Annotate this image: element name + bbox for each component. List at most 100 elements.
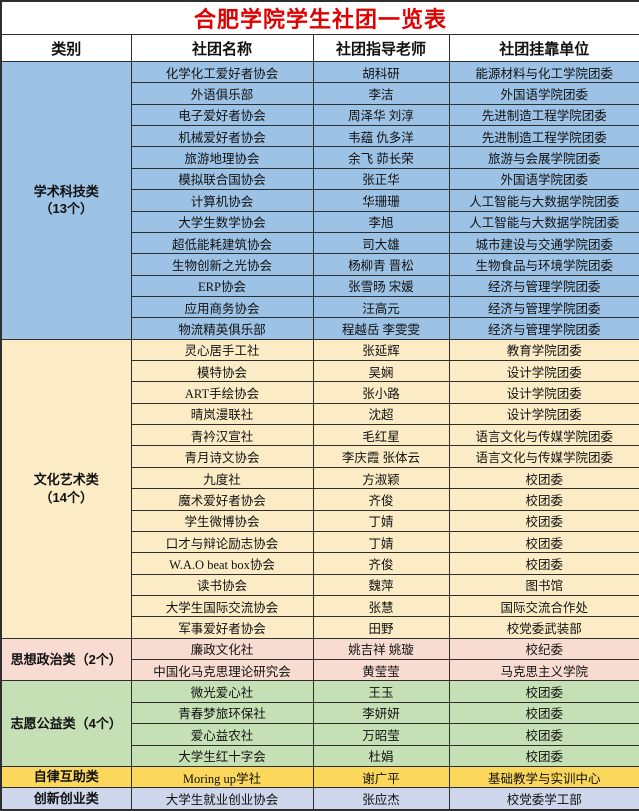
unit-cell: 外国语学院团委 <box>448 82 639 105</box>
club-name-cell: 大学生红十字会 <box>130 744 314 767</box>
table-row: 中国化马克思理论研究会 黄莹莹 马克思主义学院 <box>1 659 639 682</box>
club-name-cell: W.A.O beat box协会 <box>130 552 314 575</box>
unit-cell: 人工智能与大数据学院团委 <box>448 189 639 212</box>
unit-cell: 生物食品与环境学院团委 <box>448 253 639 276</box>
category-cell-0: 学术科技类 （13个） <box>0 61 132 340</box>
table-row: 文化艺术类 （14个） 灵心居手工社 张延辉 教育学院团委 <box>0 338 639 639</box>
column-header-category: 类别 <box>0 34 132 62</box>
advisor-cell: 王玉 <box>312 680 450 703</box>
table-row: 计算机协会 华珊珊 人工智能与大数据学院团委 <box>1 189 639 212</box>
table-row: 大学生数学协会 李旭 人工智能与大数据学院团委 <box>1 210 639 233</box>
category-cell-2: 思想政治类（2个） <box>0 637 132 682</box>
advisor-cell: 丁婧 <box>312 530 450 554</box>
table-row: ERP协会 张雪旸 宋媛 经济与管理学院团委 <box>1 274 639 297</box>
table-row: ART手绘协会 张小路 设计学院团委 <box>1 381 639 404</box>
club-name-cell: 中国化马克思理论研究会 <box>130 659 314 682</box>
advisor-cell: 李妍妍 <box>312 701 450 725</box>
club-name-cell: 青春梦旅环保社 <box>130 701 314 725</box>
unit-cell: 经济与管理学院团委 <box>448 274 639 297</box>
advisor-cell: 张延辉 <box>312 338 450 362</box>
club-name-cell: 廉政文化社 <box>130 637 314 661</box>
advisor-cell: 韦蕴 仇多洋 <box>312 125 450 148</box>
advisor-cell: 吴娴 <box>312 360 450 383</box>
unit-cell: 先进制造工程学院团委 <box>448 103 639 127</box>
table-row: 超低能耗建筑协会 司大雄 城市建设与交通学院团委 <box>1 231 639 255</box>
club-name-cell: 电子爱好者协会 <box>130 103 314 127</box>
club-name-cell: 模特协会 <box>130 360 314 383</box>
table-row: 生物创新之光协会 杨柳青 晋松 生物食品与环境学院团委 <box>1 253 639 276</box>
advisor-cell: 程越岳 李雯雯 <box>312 317 450 340</box>
unit-cell: 能源材料与化工学院团委 <box>448 60 639 84</box>
unit-cell: 图书馆 <box>448 573 639 596</box>
table-row: 大学生红十字会 杜娟 校团委 <box>1 744 639 767</box>
club-name-cell: 超低能耗建筑协会 <box>130 231 314 255</box>
unit-cell: 校团委 <box>448 488 639 511</box>
club-name-cell: 大学生就业创业协会 <box>130 787 314 811</box>
advisor-cell: 丁婧 <box>312 509 450 532</box>
unit-cell: 设计学院团委 <box>448 381 639 404</box>
unit-cell: 城市建设与交通学院团委 <box>448 231 639 255</box>
unit-cell: 经济与管理学院团委 <box>448 317 639 340</box>
table-row: 志愿公益类（4个） 微光爱心社 王玉 校团委 <box>0 680 639 767</box>
advisor-cell: 齐俊 <box>312 488 450 511</box>
table-row: 军事爱好者协会 田野 校党委武装部 <box>1 616 639 639</box>
advisor-cell: 李旭 <box>312 210 450 233</box>
advisor-cell: 黄莹莹 <box>312 659 450 682</box>
advisor-cell: 张小路 <box>312 381 450 404</box>
unit-cell: 教育学院团委 <box>448 338 639 362</box>
category-cell-1: 文化艺术类 （14个） <box>0 338 132 639</box>
club-name-cell: ERP协会 <box>130 274 314 297</box>
table-row: 青月诗文协会 李庆霞 张体云 语言文化与传媒学院团委 <box>1 445 639 468</box>
advisor-cell: 张正华 <box>312 167 450 191</box>
advisor-cell: 司大雄 <box>312 231 450 255</box>
unit-cell: 校党委武装部 <box>448 616 639 639</box>
table-row: 爱心益农社 万昭莹 校团委 <box>1 723 639 746</box>
club-name-cell: 机械爱好者协会 <box>130 125 314 148</box>
club-name-cell: 学生微博协会 <box>130 509 314 532</box>
advisor-cell: 余飞 茆长荣 <box>312 146 450 169</box>
title-row: 合肥学院学生社团一览表 <box>0 0 639 35</box>
advisor-cell: 杜娟 <box>312 744 450 767</box>
unit-cell: 语言文化与传媒学院团委 <box>448 424 639 447</box>
unit-cell: 设计学院团委 <box>448 360 639 383</box>
unit-cell: 人工智能与大数据学院团委 <box>448 210 639 233</box>
club-name-cell: 外语俱乐部 <box>130 82 314 105</box>
table-row: 创新创业类 大学生就业创业协会 张应杰 校党委学工部 <box>0 787 639 811</box>
table-row: W.A.O beat box协会 齐俊 校团委 <box>1 552 639 575</box>
advisor-cell: 魏萍 <box>312 573 450 596</box>
advisor-cell: 齐俊 <box>312 552 450 575</box>
unit-cell: 设计学院团委 <box>448 402 639 426</box>
advisor-cell: 万昭莹 <box>312 723 450 746</box>
unit-cell: 校团委 <box>448 744 639 767</box>
advisor-cell: 姚吉祥 姚璇 <box>312 637 450 661</box>
page-title: 合肥学院学生社团一览表 <box>0 0 639 35</box>
table-row: 读书协会 魏萍 图书馆 <box>1 573 639 596</box>
club-name-cell: 生物创新之光协会 <box>130 253 314 276</box>
club-name-cell: 灵心居手工社 <box>130 338 314 362</box>
club-name-cell: 化学化工爱好者协会 <box>130 60 314 84</box>
advisor-cell: 杨柳青 晋松 <box>312 253 450 276</box>
table-row: 青衿汉宣社 毛红星 语言文化与传媒学院团委 <box>1 424 639 447</box>
table-row: 魔术爱好者协会 齐俊 校团委 <box>1 488 639 511</box>
table-row: 应用商务协会 汪高元 经济与管理学院团委 <box>1 295 639 319</box>
club-name-cell: 魔术爱好者协会 <box>130 488 314 511</box>
unit-cell: 语言文化与传媒学院团委 <box>448 445 639 468</box>
unit-cell: 校团委 <box>448 723 639 746</box>
club-name-cell: 物流精英俱乐部 <box>130 317 314 340</box>
unit-cell: 校团委 <box>448 680 639 703</box>
table-row: 大学生国际交流协会 张慧 国际交流合作处 <box>1 594 639 618</box>
club-name-cell: 微光爱心社 <box>130 680 314 703</box>
club-name-cell: 计算机协会 <box>130 189 314 212</box>
advisor-cell: 田野 <box>312 616 450 639</box>
advisor-cell: 谢广平 <box>312 765 450 789</box>
table-row: 口才与辩论励志协会 丁婧 校团委 <box>1 530 639 554</box>
unit-cell: 经济与管理学院团委 <box>448 295 639 319</box>
column-header-unit: 社团挂靠单位 <box>448 34 639 62</box>
advisor-cell: 李庆霞 张体云 <box>312 445 450 468</box>
unit-cell: 国际交流合作处 <box>448 594 639 618</box>
advisor-cell: 胡科研 <box>312 60 450 84</box>
column-header-advisor: 社团指导老师 <box>312 34 450 62</box>
category-cell-5: 创新创业类 <box>0 787 132 811</box>
unit-cell: 校团委 <box>448 509 639 532</box>
